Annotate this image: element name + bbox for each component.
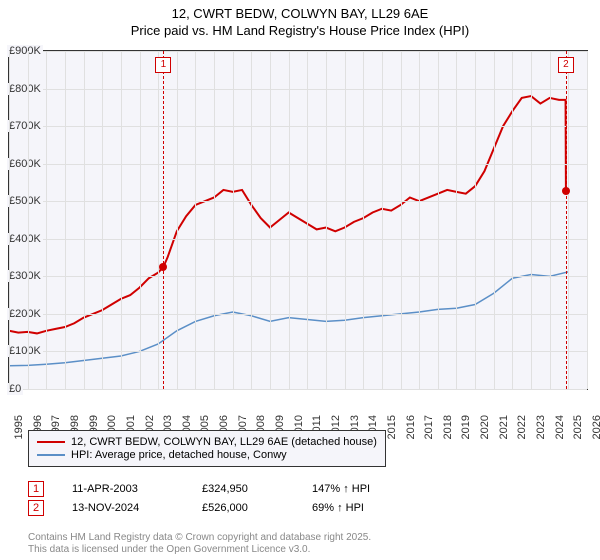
chart-title: 12, CWRT BEDW, COLWYN BAY, LL29 6AE Pric… — [0, 0, 600, 40]
grid-vertical — [140, 51, 141, 389]
grid-vertical — [289, 51, 290, 389]
x-tick-label: 2016 — [405, 415, 417, 439]
grid-vertical — [177, 51, 178, 389]
x-tick-label: 1995 — [13, 415, 25, 439]
y-tick-label: £500K — [7, 195, 43, 207]
grid-vertical — [382, 51, 383, 389]
grid-horizontal — [9, 314, 587, 315]
grid-horizontal — [9, 389, 587, 390]
x-tick-label: 2020 — [479, 415, 491, 439]
grid-vertical — [494, 51, 495, 389]
y-tick-label: £900K — [7, 45, 43, 57]
grid-vertical — [65, 51, 66, 389]
grid-vertical — [512, 51, 513, 389]
marker-dot — [159, 263, 167, 271]
grid-horizontal — [9, 351, 587, 352]
plot-area: £0£100K£200K£300K£400K£500K£600K£700K£80… — [8, 50, 588, 390]
title-line2: Price paid vs. HM Land Registry's House … — [0, 23, 600, 40]
grid-horizontal — [9, 276, 587, 277]
legend-swatch — [37, 454, 65, 456]
legend: 12, CWRT BEDW, COLWYN BAY, LL29 6AE (det… — [28, 430, 386, 467]
x-tick-label: 2026 — [591, 415, 600, 439]
y-tick-label: £800K — [7, 83, 43, 95]
x-tick-label: 2025 — [572, 415, 584, 439]
marker-line — [163, 51, 164, 389]
marker-line — [566, 51, 567, 389]
x-tick-label: 2023 — [535, 415, 547, 439]
grid-vertical — [9, 51, 10, 389]
grid-vertical — [438, 51, 439, 389]
footer-line1: Contains HM Land Registry data © Crown c… — [28, 532, 371, 544]
x-tick-label: 2015 — [386, 415, 398, 439]
legend-label: 12, CWRT BEDW, COLWYN BAY, LL29 6AE (det… — [71, 436, 377, 448]
grid-vertical — [270, 51, 271, 389]
grid-vertical — [251, 51, 252, 389]
grid-vertical — [195, 51, 196, 389]
x-tick-label: 2017 — [423, 415, 435, 439]
grid-horizontal — [9, 51, 587, 52]
y-tick-label: £400K — [7, 233, 43, 245]
grid-horizontal — [9, 164, 587, 165]
sale-date: 13-NOV-2024 — [72, 502, 202, 514]
sale-row: 2 13-NOV-2024 £526,000 69% ↑ HPI — [28, 500, 412, 516]
y-tick-label: £200K — [7, 308, 43, 320]
grid-vertical — [326, 51, 327, 389]
grid-vertical — [419, 51, 420, 389]
marker-label: 2 — [558, 57, 574, 73]
legend-item: 12, CWRT BEDW, COLWYN BAY, LL29 6AE (det… — [37, 436, 377, 448]
marker-dot — [562, 187, 570, 195]
x-tick-label: 2019 — [460, 415, 472, 439]
title-line1: 12, CWRT BEDW, COLWYN BAY, LL29 6AE — [0, 6, 600, 23]
footer-line2: This data is licensed under the Open Gov… — [28, 544, 371, 556]
marker-label: 1 — [155, 57, 171, 73]
grid-horizontal — [9, 201, 587, 202]
grid-vertical — [363, 51, 364, 389]
grid-vertical — [550, 51, 551, 389]
grid-horizontal — [9, 239, 587, 240]
sale-price: £324,950 — [202, 483, 312, 495]
legend-label: HPI: Average price, detached house, Conw… — [71, 449, 287, 461]
sale-marker: 1 — [28, 481, 44, 497]
sale-hpi: 147% ↑ HPI — [312, 483, 412, 495]
sale-price: £526,000 — [202, 502, 312, 514]
y-tick-label: £300K — [7, 270, 43, 282]
x-tick-label: 2024 — [554, 415, 566, 439]
x-tick-label: 2018 — [442, 415, 454, 439]
grid-vertical — [102, 51, 103, 389]
sale-marker: 2 — [28, 500, 44, 516]
sale-hpi: 69% ↑ HPI — [312, 502, 412, 514]
x-tick-label: 2021 — [498, 415, 510, 439]
grid-vertical — [345, 51, 346, 389]
sale-date: 11-APR-2003 — [72, 483, 202, 495]
grid-vertical — [531, 51, 532, 389]
x-tick-label: 2022 — [516, 415, 528, 439]
grid-vertical — [475, 51, 476, 389]
sales-table: 1 11-APR-2003 £324,950 147% ↑ HPI 2 13-N… — [28, 478, 412, 519]
grid-vertical — [568, 51, 569, 389]
grid-vertical — [158, 51, 159, 389]
series-line-price_paid — [9, 96, 566, 333]
grid-vertical — [28, 51, 29, 389]
legend-item: HPI: Average price, detached house, Conw… — [37, 449, 377, 461]
grid-horizontal — [9, 89, 587, 90]
y-tick-label: £700K — [7, 120, 43, 132]
grid-vertical — [214, 51, 215, 389]
grid-vertical — [401, 51, 402, 389]
chart-lines — [9, 51, 587, 389]
footer: Contains HM Land Registry data © Crown c… — [28, 532, 371, 556]
grid-vertical — [46, 51, 47, 389]
legend-swatch — [37, 441, 65, 443]
sale-row: 1 11-APR-2003 £324,950 147% ↑ HPI — [28, 481, 412, 497]
grid-horizontal — [9, 126, 587, 127]
grid-vertical — [233, 51, 234, 389]
grid-vertical — [307, 51, 308, 389]
grid-vertical — [121, 51, 122, 389]
y-tick-label: £600K — [7, 158, 43, 170]
y-tick-label: £100K — [7, 345, 43, 357]
grid-vertical — [84, 51, 85, 389]
grid-vertical — [456, 51, 457, 389]
grid-vertical — [587, 51, 588, 389]
